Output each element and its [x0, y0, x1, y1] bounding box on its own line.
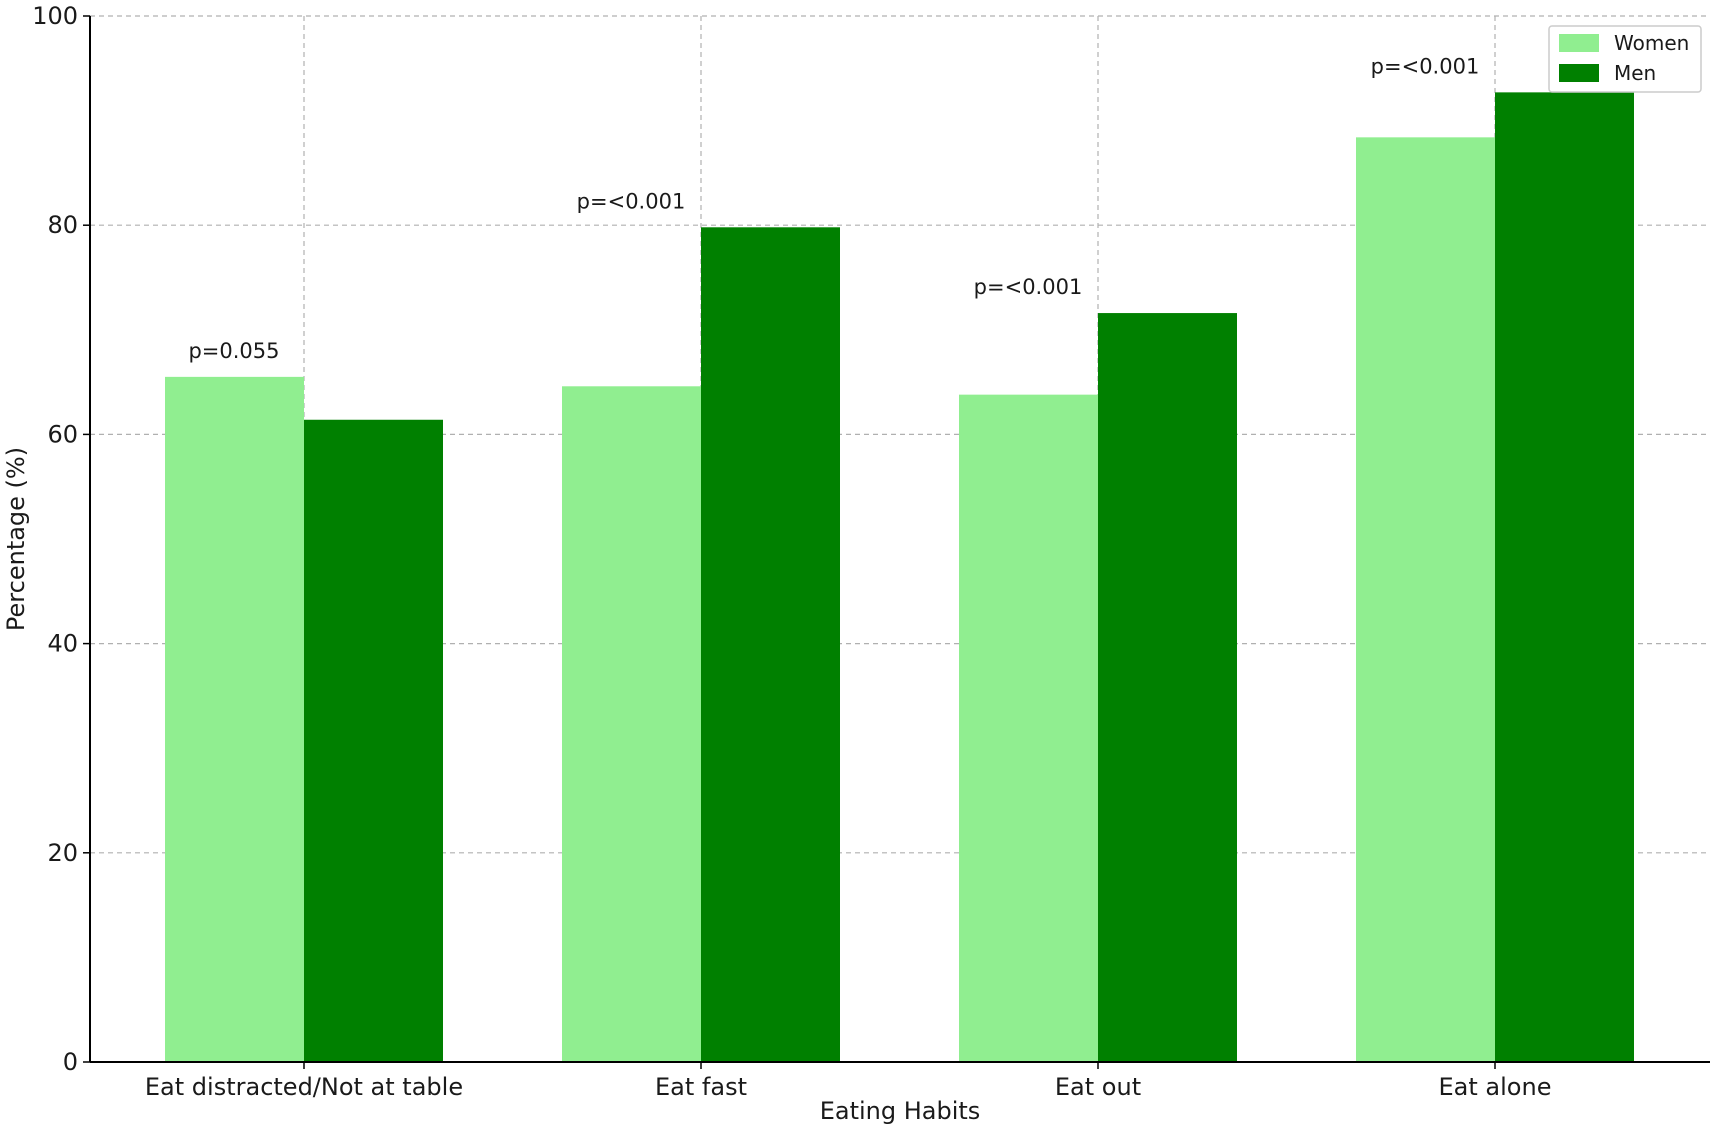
bar-men	[701, 227, 840, 1063]
bar-women	[1356, 137, 1495, 1062]
bar-women	[562, 386, 701, 1062]
legend-swatch-men	[1559, 64, 1599, 82]
x-tick-label: Eat alone	[1439, 1073, 1552, 1101]
x-tick-label: Eat out	[1055, 1073, 1141, 1101]
bar-men	[1495, 92, 1634, 1062]
y-tick-label: 60	[47, 420, 78, 448]
p-value-annotations: p=0.055 p=<0.001 p=<0.001 p=<0.001	[188, 54, 1479, 363]
legend: Women Men	[1548, 25, 1702, 93]
p-value-annotation: p=0.055	[188, 339, 279, 363]
y-tick-label: 100	[32, 2, 78, 30]
legend-label-women: Women	[1614, 31, 1689, 55]
y-tick-label: 40	[47, 630, 78, 658]
p-value-annotation: p=<0.001	[577, 189, 686, 213]
y-tick-label: 80	[47, 211, 78, 239]
bars	[165, 92, 1634, 1063]
x-tick-label: Eat fast	[655, 1073, 747, 1101]
bar-men	[1098, 313, 1237, 1063]
y-axis-title: Percentage (%)	[2, 447, 30, 631]
tick-labels: 0 20 40 60 80 100 Eat distracted/Not at table E…	[32, 2, 1551, 1101]
y-tick-label: 20	[47, 839, 78, 867]
x-tick-label: Eat distracted/Not at table	[145, 1073, 463, 1101]
bar-women	[959, 394, 1098, 1063]
x-axis-title: Eating Habits	[820, 1097, 981, 1125]
axes	[89, 16, 1710, 1063]
legend-swatch-women	[1559, 34, 1599, 52]
p-value-annotation: p=<0.001	[1371, 54, 1480, 78]
p-value-annotation: p=<0.001	[974, 275, 1083, 299]
y-tick-label: 0	[63, 1048, 78, 1076]
bar-women	[165, 376, 304, 1062]
legend-label-men: Men	[1614, 61, 1656, 85]
bar-men	[304, 419, 443, 1063]
